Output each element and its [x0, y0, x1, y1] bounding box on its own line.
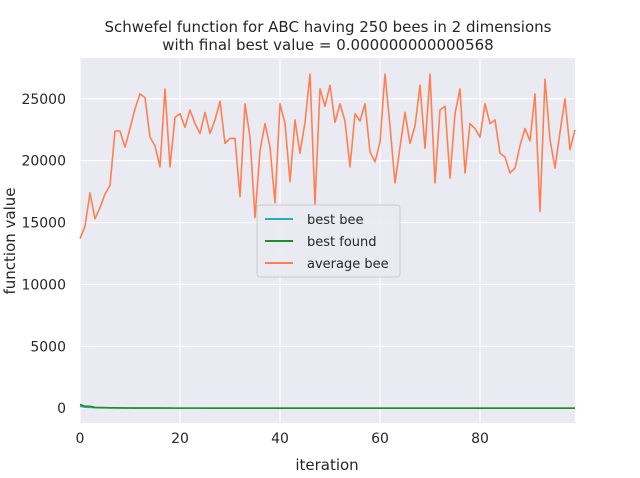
y-tick-label: 10000 [21, 277, 66, 293]
series-line-average-bee [79, 73, 576, 239]
x-tick-label: 80 [471, 431, 489, 447]
y-axis-label: function value [1, 187, 19, 294]
chart-title-line2: with final best value = 0.00000000000056… [162, 36, 493, 54]
series-lines [79, 73, 576, 409]
y-tick-label: 0 [57, 401, 66, 417]
legend-label-average-bee: average bee [307, 257, 389, 272]
x-tick-labels: 0 20 40 60 80 [76, 431, 489, 447]
x-tick-label: 20 [171, 431, 189, 447]
legend: best bee best found average bee [256, 204, 401, 278]
y-tick-label: 5000 [30, 339, 66, 355]
x-tick-label: 60 [371, 431, 389, 447]
y-tick-label: 15000 [21, 216, 66, 232]
legend-label-best-found: best found [307, 235, 377, 250]
x-tick-label: 0 [76, 431, 85, 447]
x-tick-label: 40 [271, 431, 289, 447]
legend-label-best-bee: best bee [307, 213, 364, 228]
y-tick-label: 25000 [21, 92, 66, 108]
y-tick-label: 20000 [21, 154, 66, 170]
x-axis-label: iteration [295, 456, 358, 474]
y-tick-labels: 0 5000 10000 15000 20000 25000 [21, 92, 66, 417]
legend-box [256, 204, 401, 278]
series-line-best-found [79, 403, 576, 409]
chart-title-line1: Schwefel function for ABC having 250 bee… [105, 18, 552, 36]
